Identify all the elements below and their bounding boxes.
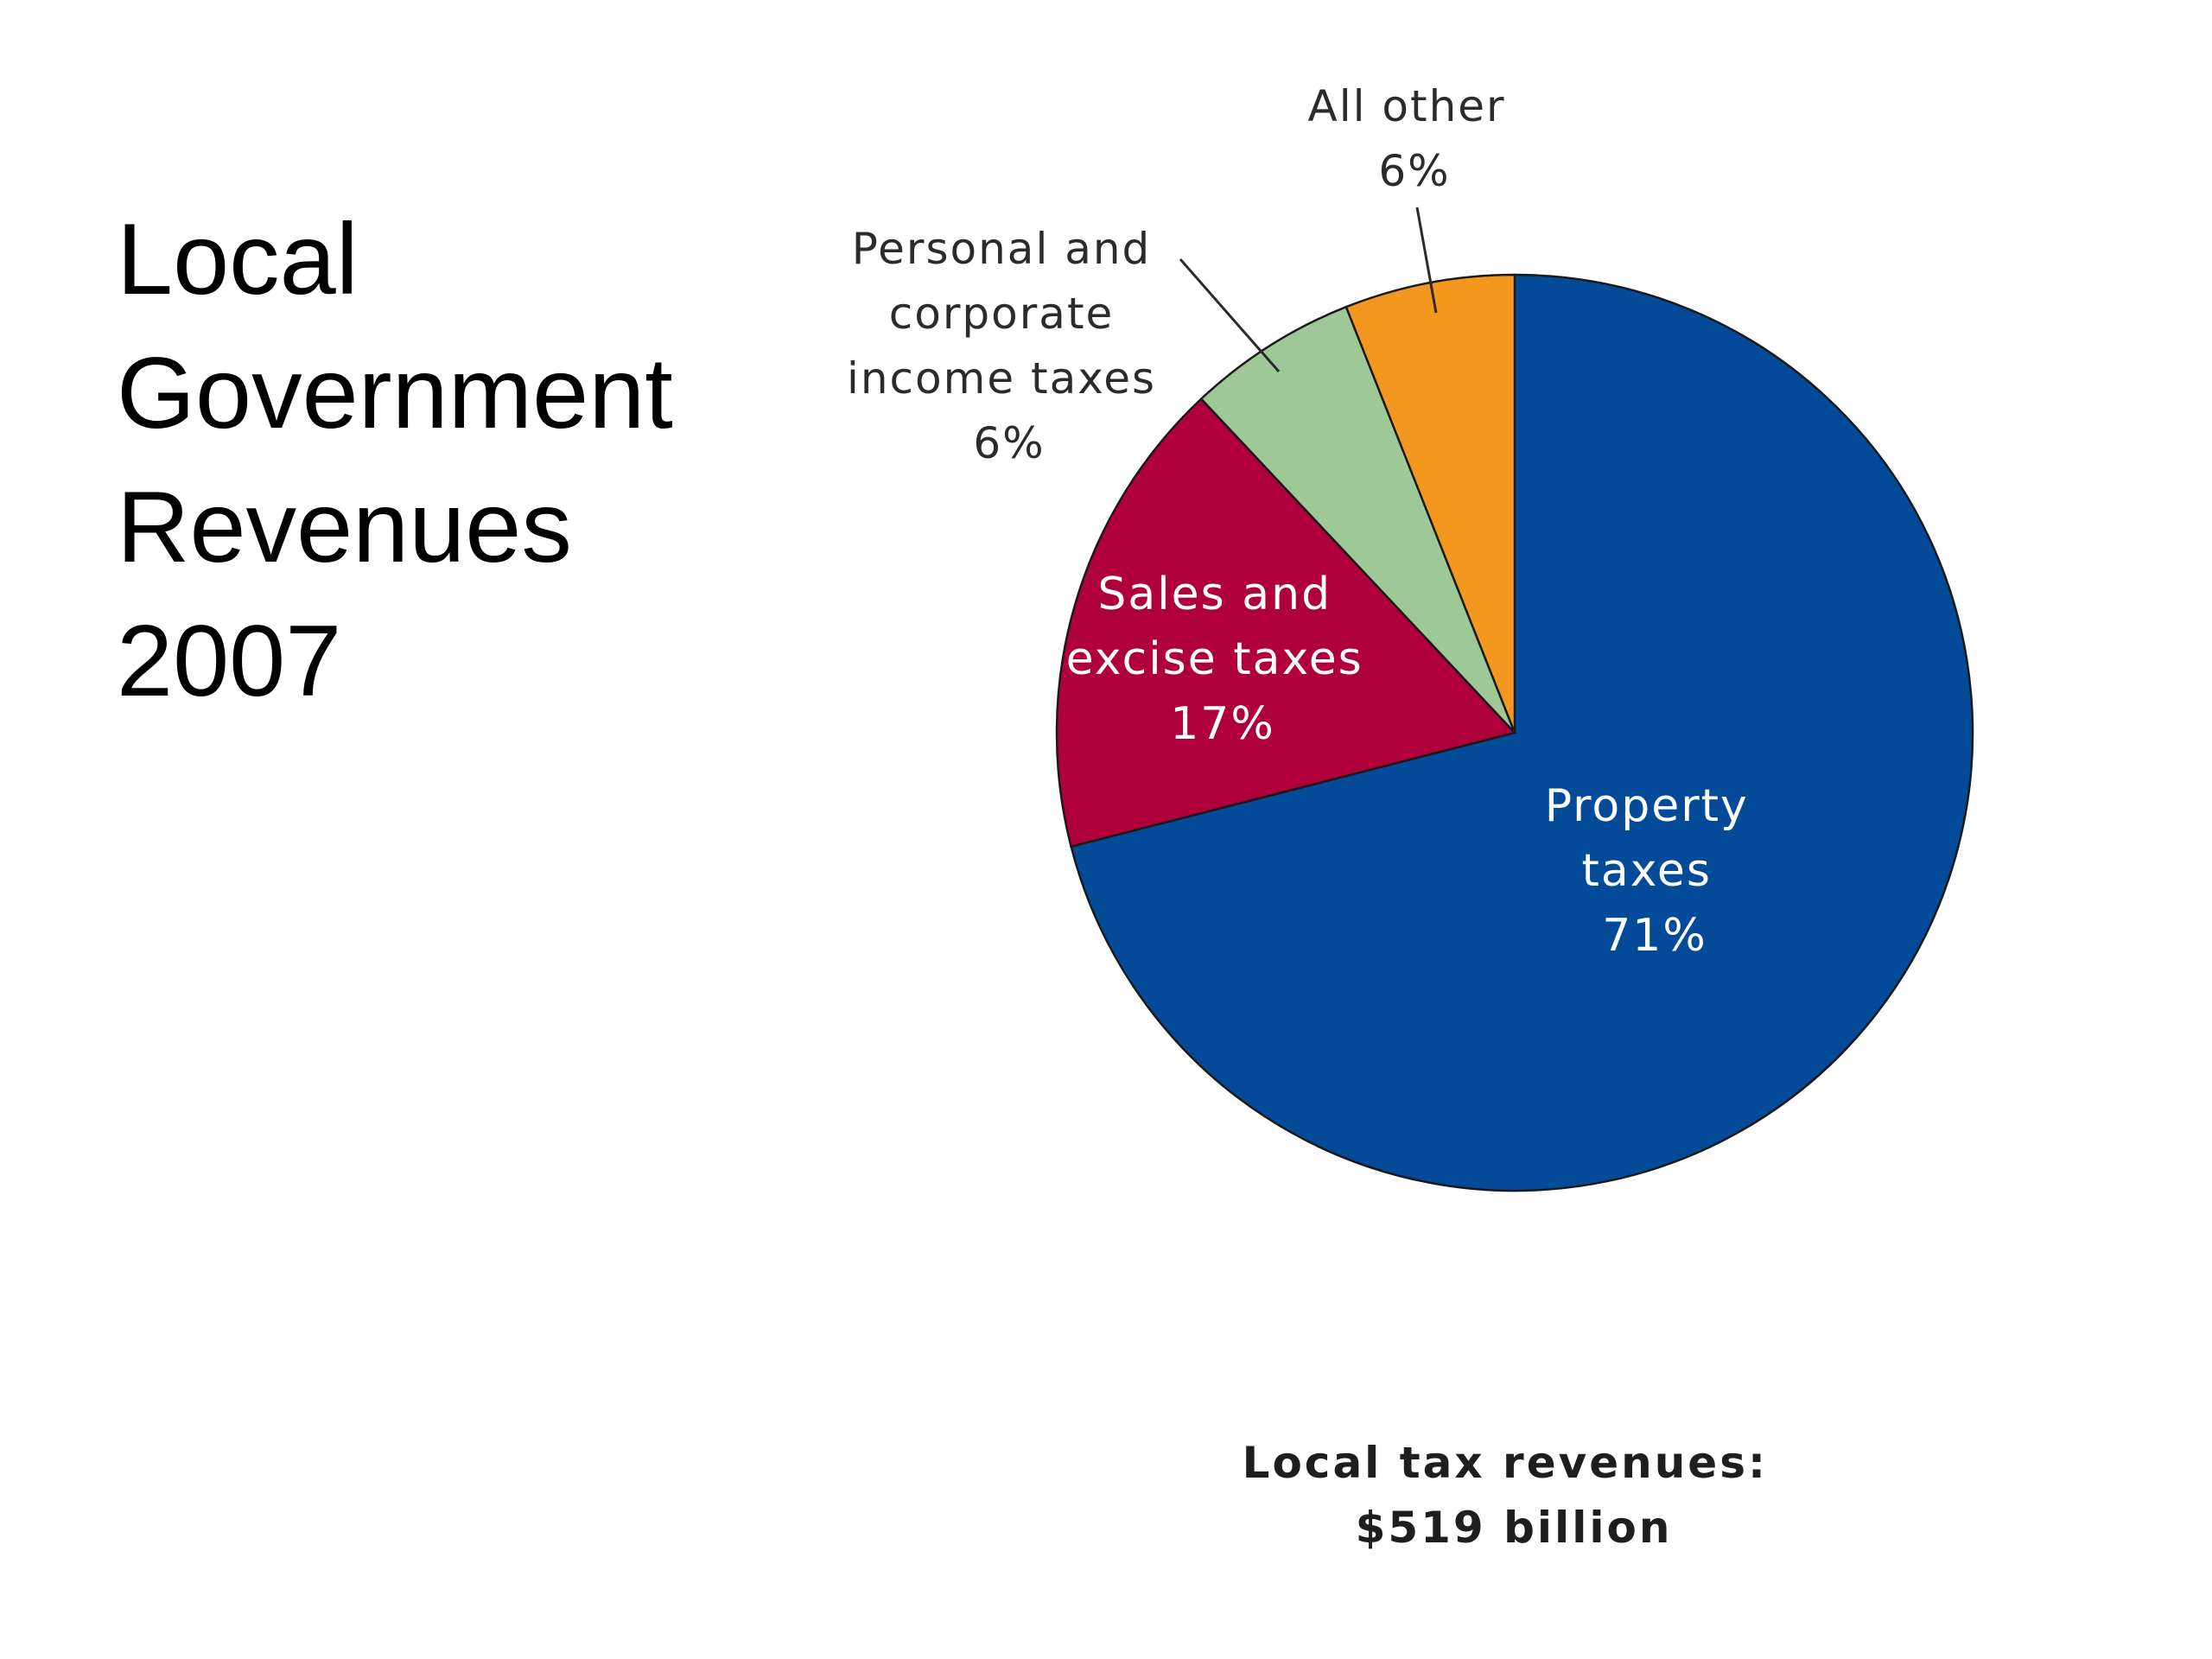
total-caption-line-1: Local tax revenues: <box>1243 1438 1768 1488</box>
other-label-line-1: All other <box>1308 81 1506 131</box>
all-other-label: All other 6% <box>1308 81 1522 196</box>
income-label-line-2: corporate <box>889 289 1115 339</box>
income-label-line-1: Personal and <box>852 224 1152 274</box>
income-taxes-leader-line <box>1179 258 1281 372</box>
property-label-line-1: Property <box>1545 780 1749 832</box>
title-line-2: Government <box>117 336 673 449</box>
title-line-1: Local <box>117 202 359 315</box>
sales-excise-label: Sales and excise taxes 17% <box>1066 569 1380 750</box>
sales-label-line-2: excise taxes <box>1066 633 1363 685</box>
other-label-line-2: 6% <box>1378 146 1450 196</box>
pie-slice-personal-and-corporate-income-taxes <box>1199 305 1516 734</box>
income-label-line-3: income taxes <box>847 353 1156 404</box>
income-taxes-label: Personal and corporate income taxes 6% <box>847 224 1172 468</box>
pie-slices <box>1055 273 1974 1192</box>
title-line-4: 2007 <box>117 604 342 717</box>
total-revenue-caption: Local tax revenues: $519 billion <box>1243 1438 1786 1553</box>
pie-slice-property-taxes <box>1070 273 1974 1192</box>
pie-slice-all-other <box>1344 273 1516 734</box>
sales-label-line-1: Sales and <box>1097 569 1332 620</box>
property-label-line-3: 71% <box>1602 910 1707 962</box>
all-other-leader-line <box>1415 207 1438 314</box>
total-caption-line-2: $519 billion <box>1356 1503 1673 1553</box>
sales-label-line-3: 17% <box>1170 698 1275 750</box>
slide-title: Local Government Revenues 2007 <box>117 192 894 728</box>
property-taxes-label: Property taxes 71% <box>1545 780 1765 962</box>
pie-slice-sales-and-excise-taxes <box>1055 397 1517 849</box>
income-label-line-4: 6% <box>973 418 1045 468</box>
property-label-line-2: taxes <box>1581 845 1712 897</box>
title-line-3: Revenues <box>117 470 572 583</box>
